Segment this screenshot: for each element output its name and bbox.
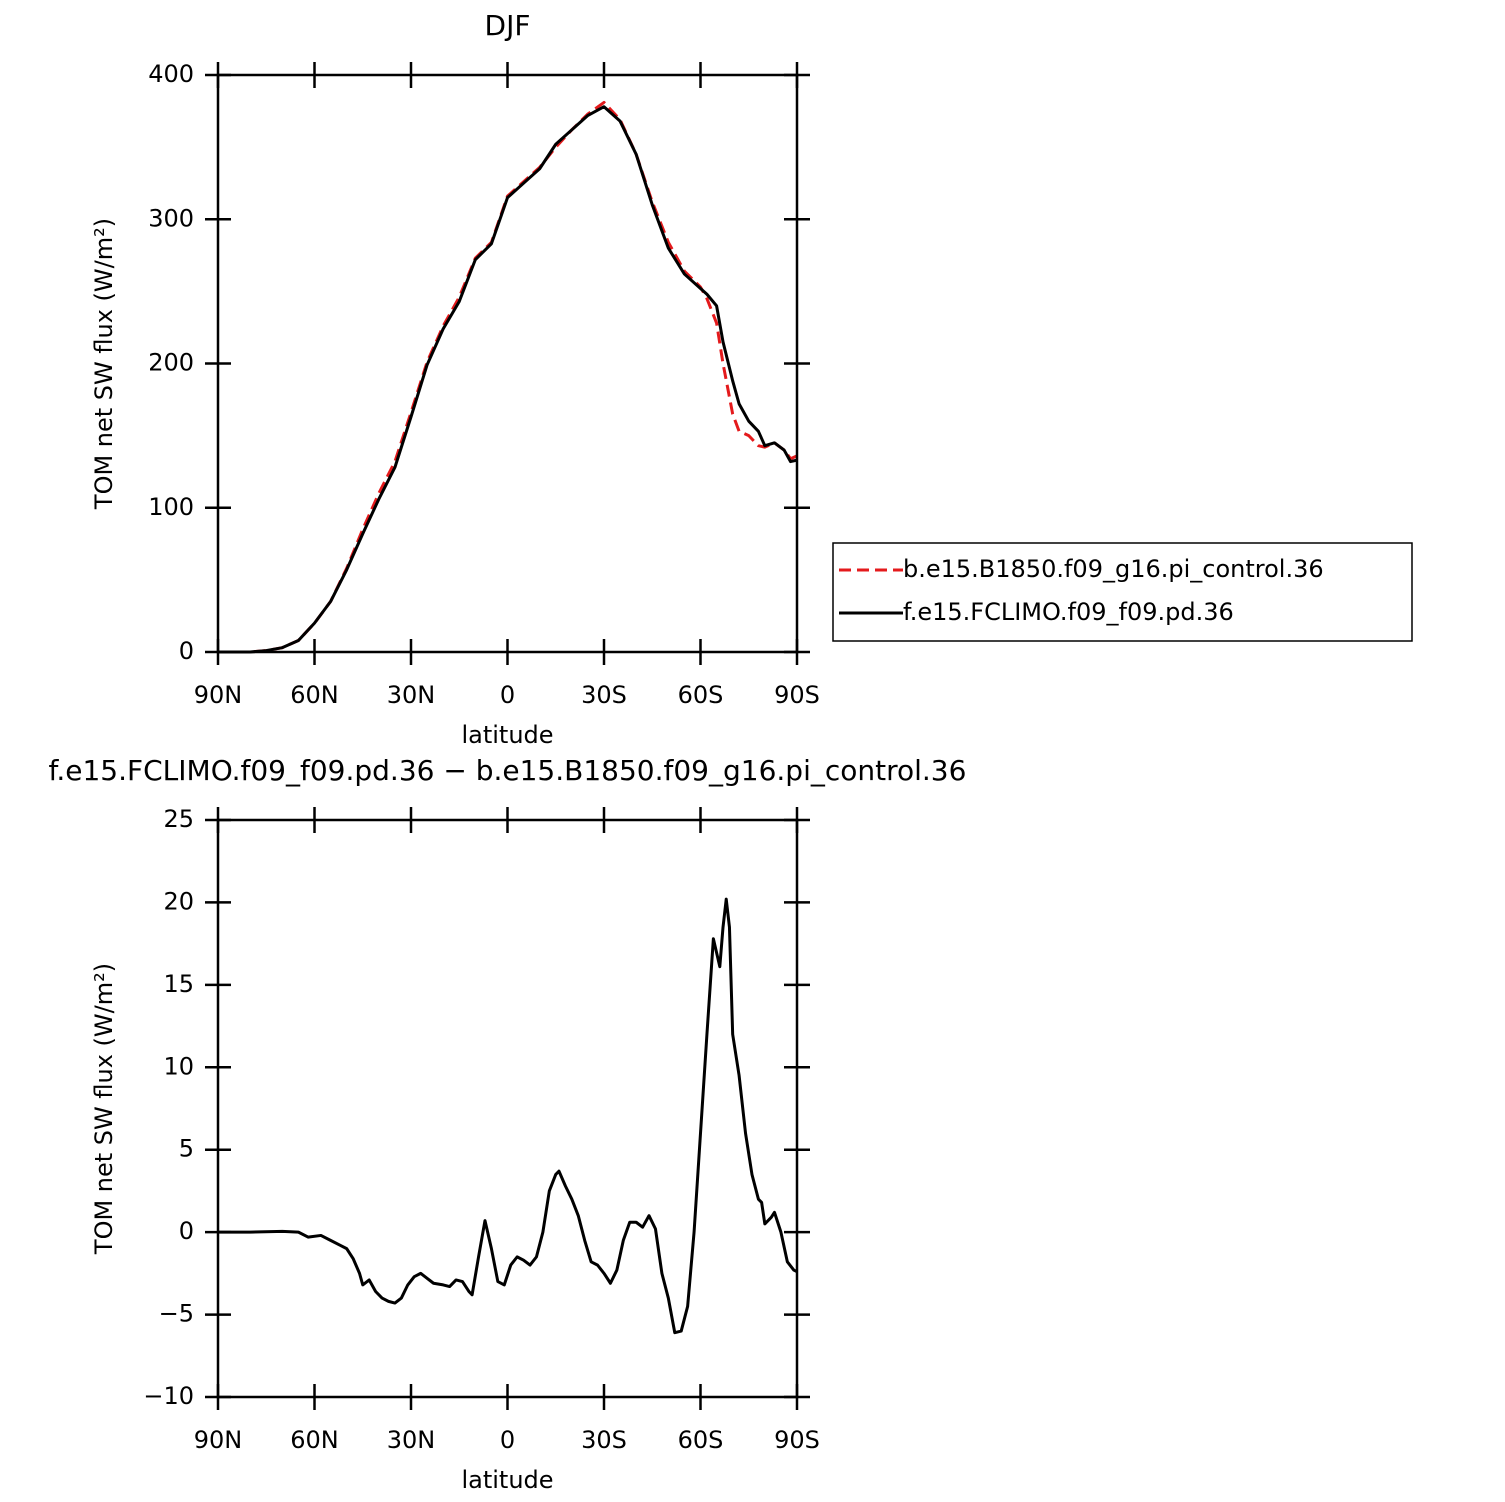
y-tick-label: 200 <box>148 349 194 377</box>
legend-label: b.e15.B1850.f09_g16.pi_control.36 <box>903 555 1324 583</box>
y-axis-label: TOM net SW flux (W/m²) <box>90 963 118 1255</box>
x-tick-label: 0 <box>500 681 515 709</box>
x-tick-label: 0 <box>500 1426 515 1454</box>
x-tick-label: 90S <box>774 681 820 709</box>
y-tick-label: 20 <box>163 887 194 915</box>
x-tick-label: 30S <box>581 681 627 709</box>
x-tick-label: 30S <box>581 1426 627 1454</box>
x-axis-label: latitude <box>461 721 553 749</box>
y-tick-label: 5 <box>179 1135 194 1163</box>
x-tick-label: 30N <box>387 1426 436 1454</box>
data-line <box>218 897 798 1335</box>
y-tick-label: −5 <box>159 1300 194 1328</box>
y-tick-label: 0 <box>179 637 194 665</box>
x-tick-label: 60S <box>678 1426 724 1454</box>
y-tick-label: −10 <box>143 1382 194 1410</box>
x-tick-label: 90N <box>194 681 243 709</box>
x-tick-label: 60S <box>678 681 724 709</box>
x-tick-label: 60N <box>290 681 339 709</box>
y-tick-label: 10 <box>163 1052 194 1080</box>
chart-title: f.e15.FCLIMO.f09_f09.pd.36 − b.e15.B1850… <box>49 754 967 787</box>
y-tick-label: 0 <box>179 1217 194 1245</box>
y-axis-label: TOM net SW flux (W/m²) <box>90 218 118 510</box>
y-tick-label: 300 <box>148 204 194 232</box>
y-tick-label: 15 <box>163 970 194 998</box>
y-tick-label: 400 <box>148 60 194 88</box>
x-tick-label: 90S <box>774 1426 820 1454</box>
plot-frame <box>216 73 799 654</box>
x-axis-label: latitude <box>461 1466 553 1494</box>
x-tick-label: 90N <box>194 1426 243 1454</box>
data-line <box>218 100 798 654</box>
x-tick-label: 60N <box>290 1426 339 1454</box>
legend-box <box>832 542 1413 642</box>
y-tick-label: 25 <box>163 805 194 833</box>
data-line <box>218 105 798 654</box>
legend-label: f.e15.FCLIMO.f09_f09.pd.36 <box>903 598 1234 626</box>
plot-frame <box>216 818 799 1399</box>
x-tick-label: 30N <box>387 681 436 709</box>
chart-title: DJF <box>485 9 531 42</box>
y-tick-label: 100 <box>148 493 194 521</box>
